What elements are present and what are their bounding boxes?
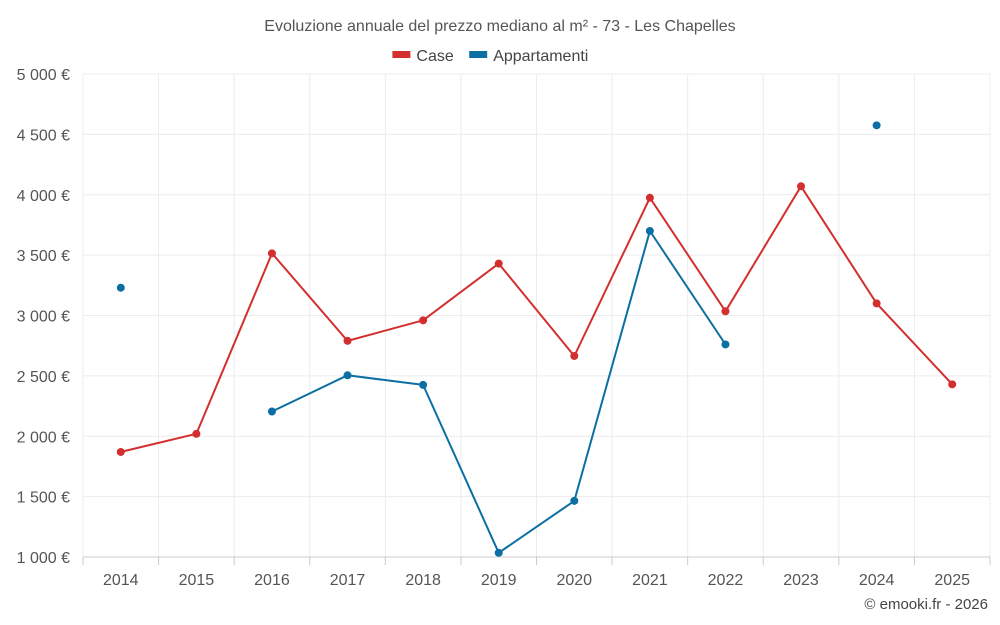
- legend-swatch-case[interactable]: [392, 51, 411, 58]
- axes: 1 000 € 1 500 € 2 000 € 2 500 € 3 000 € 3 500…: [17, 67, 991, 589]
- legend-swatch-appartamenti[interactable]: [469, 51, 488, 58]
- point-case[interactable]: [721, 307, 730, 316]
- point-appartamenti[interactable]: [645, 226, 654, 235]
- y-tick-label: 3 000 €: [17, 309, 70, 326]
- grid: [82, 73, 991, 557]
- point-case[interactable]: [948, 380, 957, 389]
- y-tick-label: 1 500 €: [17, 490, 70, 507]
- y-tick-label: 4 500 €: [17, 127, 70, 144]
- y-tick-label: 2 500 €: [17, 369, 70, 386]
- point-appartamenti[interactable]: [116, 283, 125, 292]
- y-tick-label: 2 000 €: [17, 429, 70, 446]
- series-line-appartamenti: [271, 230, 727, 554]
- x-tick-label: 2017: [330, 572, 366, 589]
- y-tick-label: 1 000 €: [17, 550, 70, 567]
- x-tick-label: 2015: [179, 572, 215, 589]
- point-appartamenti[interactable]: [721, 340, 730, 349]
- x-tick-label: 2019: [481, 572, 517, 589]
- x-tick-label: 2016: [254, 572, 290, 589]
- point-case[interactable]: [570, 351, 579, 360]
- x-tick-label: 2023: [783, 572, 819, 589]
- point-appartamenti[interactable]: [570, 496, 579, 505]
- x-tick-label: 2021: [632, 572, 668, 589]
- point-case[interactable]: [494, 259, 503, 268]
- point-appartamenti[interactable]: [419, 380, 428, 389]
- point-case[interactable]: [872, 299, 881, 308]
- credit-text: © emooki.fr - 2026: [864, 596, 988, 613]
- point-case[interactable]: [267, 249, 276, 258]
- x-tick-label: 2024: [859, 572, 895, 589]
- series-line-case: [120, 185, 953, 453]
- y-tick-label: 3 500 €: [17, 248, 70, 265]
- legend[interactable]: Case Appartamenti: [392, 48, 588, 65]
- x-tick-label: 2025: [934, 572, 970, 589]
- x-tick-label: 2022: [708, 572, 744, 589]
- legend-label-case[interactable]: Case: [416, 48, 453, 65]
- point-case[interactable]: [192, 429, 201, 438]
- y-tick-label: 4 000 €: [17, 188, 70, 205]
- chart-title: Evoluzione annuale del prezzo mediano al…: [264, 18, 735, 35]
- x-tick-label: 2014: [103, 572, 139, 589]
- point-case[interactable]: [645, 193, 654, 202]
- x-tick-label: 2020: [556, 572, 592, 589]
- point-case[interactable]: [419, 316, 428, 325]
- point-case[interactable]: [343, 336, 352, 345]
- x-tick-label: 2018: [405, 572, 441, 589]
- point-appartamenti[interactable]: [494, 548, 503, 557]
- series-group: [116, 121, 957, 557]
- y-tick-label: 5 000 €: [17, 67, 70, 84]
- point-case[interactable]: [797, 182, 806, 191]
- point-appartamenti[interactable]: [343, 371, 352, 380]
- point-case[interactable]: [116, 447, 125, 456]
- point-appartamenti[interactable]: [872, 121, 881, 130]
- legend-label-appartamenti[interactable]: Appartamenti: [493, 48, 588, 65]
- point-appartamenti[interactable]: [267, 407, 276, 416]
